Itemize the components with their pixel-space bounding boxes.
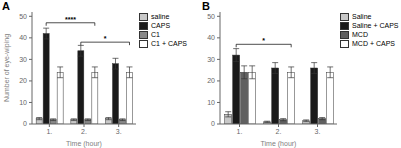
svg-text:*: * [262,37,265,44]
svg-text:0: 0 [23,120,27,127]
svg-text:30: 30 [19,56,27,63]
html-text:MCD + CAPS: MCD + CAPS [352,40,395,47]
html-text:CAPS: CAPS [151,22,171,29]
html-text:saline: saline [151,13,170,20]
svg-text:3.: 3. [315,128,321,135]
html-text:B: B [202,0,210,12]
svg-text:Time (hour): Time (hour) [261,140,297,148]
svg-text:2.: 2. [81,128,87,135]
svg-text:Time (hour): Time (hour) [66,140,102,148]
svg-text:10: 10 [19,99,27,106]
svg-text:****: **** [65,16,76,23]
svg-text:0: 0 [211,120,215,127]
svg-text:Number of eye-wiping: Number of eye-wiping [8,34,11,102]
html-text:MCD: MCD [352,31,368,38]
html-text:C1: C1 [151,31,160,38]
html-text:C1 + CAPS: C1 + CAPS [151,40,187,47]
svg-text:40: 40 [207,34,215,41]
svg-text:20: 20 [19,77,27,84]
svg-text:1.: 1. [46,128,52,135]
svg-text:20: 20 [207,77,215,84]
html-text:A: A [2,0,10,12]
svg-text:2.: 2. [276,128,282,135]
svg-text:3.: 3. [116,128,122,135]
svg-text:50: 50 [19,13,27,20]
svg-text:40: 40 [19,34,27,41]
svg-text:30: 30 [207,56,215,63]
html-text:Saline: Saline [352,13,372,20]
svg-text:*: * [104,35,107,42]
svg-text:1.: 1. [237,128,243,135]
svg-text:50: 50 [207,13,215,20]
html-text:Saline + CAPS: Saline + CAPS [352,22,399,29]
svg-text:10: 10 [207,99,215,106]
